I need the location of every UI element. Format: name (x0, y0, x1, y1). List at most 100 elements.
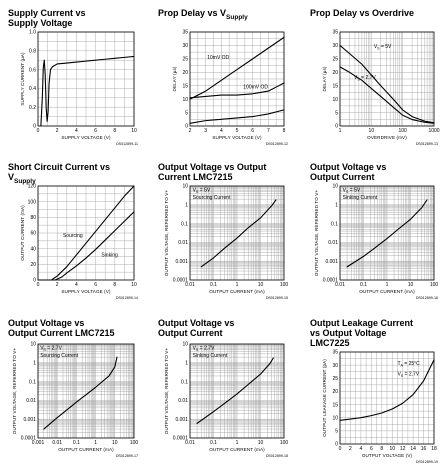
y-tick-label: 0.4 (29, 86, 36, 92)
x-tick-label: 12 (400, 446, 406, 452)
y-tick-label: 0.6 (29, 67, 36, 73)
annotation: 10mV OD (207, 55, 229, 61)
x-axis-label: SUPPLY VOLTAGE (V) (212, 135, 262, 140)
chart-title: Prop Delay vs Overdrive (310, 8, 414, 18)
x-tick-label: 0.01 (335, 282, 345, 288)
annotation: VS = 2.7V (397, 372, 419, 378)
plot-frame (37, 185, 135, 281)
chart-p6: 0.01 0.1 1 10 1000.00010.0010.010.1110OUTPUT… (314, 184, 439, 300)
annotation-subscript: S (196, 190, 199, 194)
chart-title-line2: V (8, 172, 15, 182)
plot-frame (189, 343, 285, 439)
y-axis-label: DELAY (µs) (322, 66, 327, 91)
x-tick-label: 1 (386, 282, 389, 288)
y-tick-label: 10 (332, 97, 338, 103)
x-tick-label: 6 (370, 446, 373, 452)
annotation-value: = 5V (198, 188, 210, 194)
y-tick-label: 30 (182, 43, 188, 49)
y-tick-label: 10 (182, 342, 188, 348)
annotation-text: T (397, 361, 400, 367)
series-line-2 (37, 211, 135, 281)
x-tick-label: 0 (37, 128, 40, 134)
chart-title: Output Voltage vs Output Current LMC7215 (158, 162, 266, 182)
y-tick-label: 15 (332, 402, 338, 408)
chart-title-line1: Output Leakage Current (310, 318, 414, 328)
y-axis-label: OUTPUT VOLTAGE, REFERRED TO V+ (314, 190, 319, 277)
y-tick-label: 20 (332, 70, 338, 76)
annotation-text: Sinking (101, 253, 118, 259)
figure-code: DS012899-19 (416, 460, 438, 464)
y-tick-label: 0 (335, 442, 338, 448)
series-line-1 (189, 36, 285, 100)
plot-frame (189, 185, 285, 281)
annotation: Sourcing (63, 233, 83, 239)
chart-title-line1: Prop Delay vs Overdrive (310, 8, 415, 18)
annotation: Sourcing Current (40, 353, 78, 359)
y-tick-label: 1.0 (29, 30, 36, 36)
annotation-subscript: S (357, 77, 360, 81)
grid-lines (339, 351, 435, 445)
annotation-text: Sinking Current (343, 195, 378, 201)
annotation-text: V (343, 188, 347, 194)
chart-title-line2: Current LMC7215 (158, 172, 233, 182)
plot-frame (37, 31, 135, 127)
x-tick-label: 8 (113, 282, 116, 288)
chart-title-line1: Prop Delay vs V (158, 8, 227, 18)
annotation-value: = 5V (380, 44, 392, 50)
x-tick-label: 18 (431, 446, 437, 452)
chart-title-subscript: Supply (226, 13, 248, 21)
series-line-1 (37, 185, 135, 281)
x-tick-label: 100 (280, 440, 289, 446)
y-axis-label: OUTPUT CURRENT (mA) (20, 205, 25, 261)
series-line-1 (346, 199, 428, 268)
y-axis-label: SUPPLY CURRENT (µA) (20, 52, 25, 106)
grid-lines (189, 31, 285, 127)
y-tick-label: 0.0001 (173, 436, 189, 442)
annotation: VS = 5V (343, 188, 361, 194)
chart-title: Output Voltage vs Output Current LMC7215 (8, 318, 115, 338)
figure-code: DS012899-14 (116, 296, 138, 300)
y-tick-label: 60 (30, 231, 36, 237)
x-tick-label: 1 (94, 440, 97, 446)
annotation-text: 100mV OD (243, 84, 268, 90)
chart-title-line1: Output Voltage vs Output (158, 162, 267, 172)
x-tick-label: 10 (408, 282, 414, 288)
series-line-1 (339, 44, 435, 124)
y-tick-label: 10 (332, 415, 338, 421)
chart-title: Output Voltage vs Output Current (310, 162, 386, 182)
y-tick-label: 0.001 (175, 259, 188, 265)
figure-code: DS012899-12 (266, 142, 288, 146)
annotation-subscript: S (44, 348, 47, 352)
chart-title-line2: Supply Voltage (8, 18, 73, 28)
plot-frame (339, 31, 435, 127)
y-tick-label: 20 (182, 70, 188, 76)
chart-p9: 0 2 4 6 8 10 12 14 16 18 0 5 10 15 20 25 30 35 OUTPUT VOLT… (322, 350, 438, 464)
x-tick-label: 10 (369, 128, 375, 134)
x-axis-label: OUTPUT CURRENT (mA) (58, 447, 114, 452)
y-tick-label: 10 (30, 342, 36, 348)
x-axis-label: OUTPUT CURRENT (mA) (359, 289, 415, 294)
y-tick-label: 5 (335, 110, 338, 116)
annotation-text: V (374, 44, 378, 50)
chart-title-line2: vs Output Voltage (310, 328, 387, 338)
x-axis-label: OVERDRIVE (mV) (367, 135, 407, 140)
y-tick-label: 0.0001 (21, 436, 37, 442)
y-tick-label: 1 (33, 361, 36, 367)
x-tick-label: 100 (430, 282, 439, 288)
y-tick-label: 40 (30, 246, 36, 252)
annotation: VS = 5V (193, 188, 211, 194)
y-tick-label: 0.001 (175, 417, 188, 423)
figure-code: DS012899-18 (266, 454, 288, 458)
annotation-text: Sinking Current (193, 353, 228, 359)
y-tick-label: 10 (182, 184, 188, 190)
x-axis-label: SUPPLY VOLTAGE (V) (61, 289, 111, 294)
y-axis-label: OUTPUT LEAKAGE CURRENT (pA) (322, 359, 327, 437)
y-tick-label: 0.2 (29, 105, 36, 111)
annotation-text: Sourcing Current (193, 195, 231, 201)
chart-title-line2: Output Current (310, 172, 375, 182)
annotation: Sinking Current (343, 195, 378, 201)
y-tick-label: 35 (182, 30, 188, 36)
x-tick-label: 100 (280, 282, 289, 288)
chart-title-subscript: Supply (14, 177, 36, 185)
